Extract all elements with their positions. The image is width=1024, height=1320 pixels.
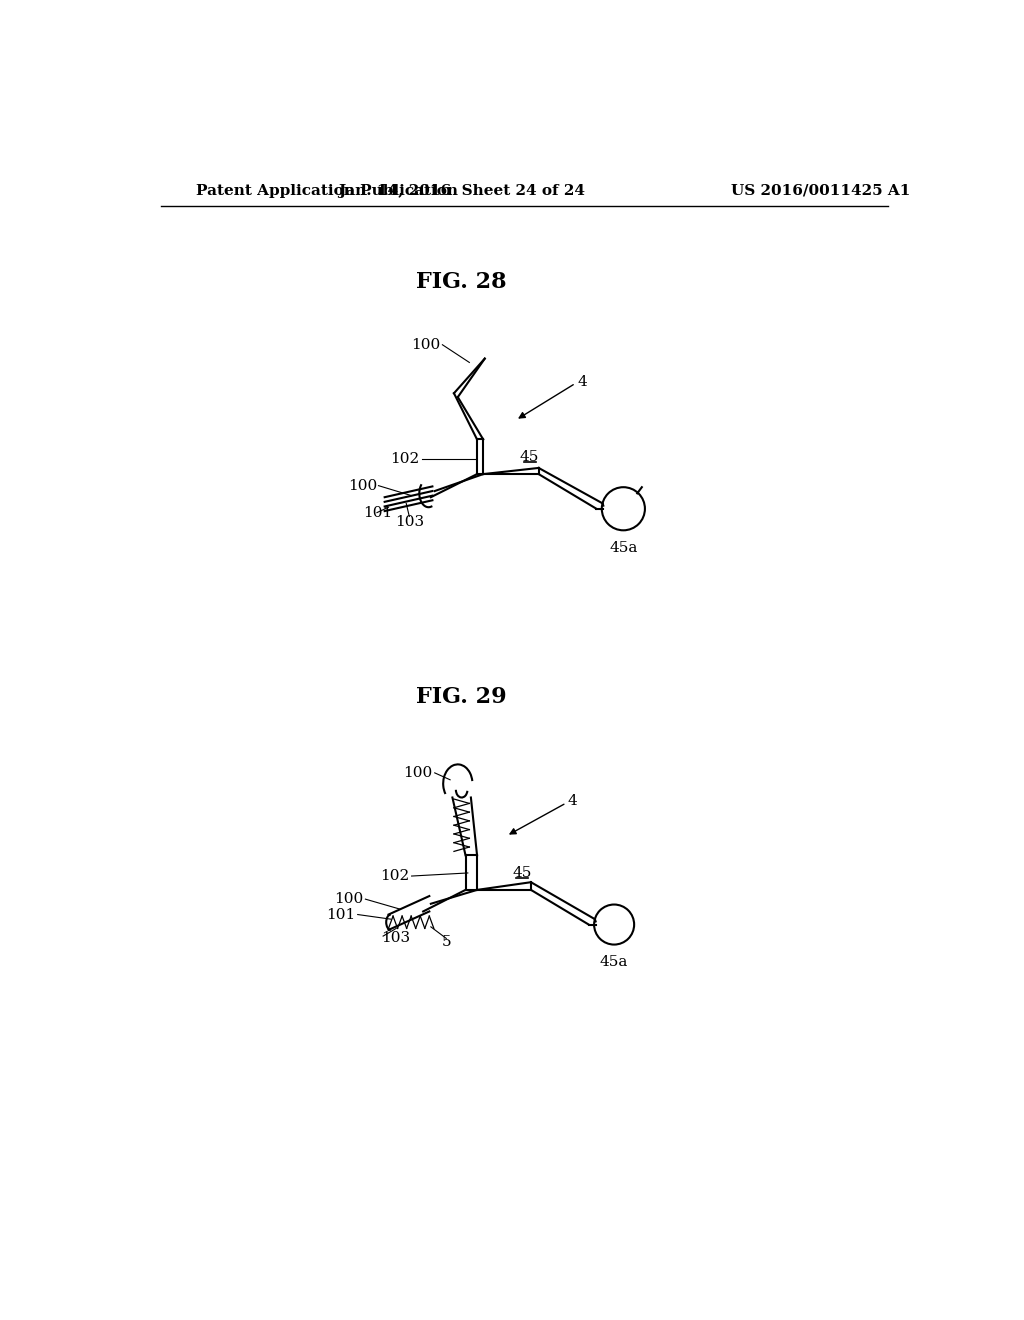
Text: 45a: 45a	[600, 956, 629, 969]
Text: 100: 100	[403, 766, 432, 780]
Text: 45: 45	[520, 450, 539, 465]
Text: 45: 45	[512, 866, 531, 880]
Text: FIG. 29: FIG. 29	[417, 686, 507, 709]
Text: US 2016/0011425 A1: US 2016/0011425 A1	[731, 183, 910, 198]
Text: 102: 102	[390, 451, 419, 466]
Text: 100: 100	[411, 338, 440, 351]
Text: 103: 103	[394, 515, 424, 529]
Text: FIG. 28: FIG. 28	[417, 271, 507, 293]
Text: 100: 100	[348, 479, 377, 492]
Text: 5: 5	[441, 936, 452, 949]
Text: 103: 103	[381, 931, 410, 945]
Text: 100: 100	[334, 892, 364, 906]
Text: 101: 101	[364, 506, 392, 520]
Text: 45a: 45a	[609, 541, 638, 556]
Text: 4: 4	[568, 795, 578, 808]
Text: Patent Application Publication: Patent Application Publication	[196, 183, 458, 198]
Text: Jan. 14, 2016  Sheet 24 of 24: Jan. 14, 2016 Sheet 24 of 24	[338, 183, 585, 198]
Text: 102: 102	[380, 869, 410, 883]
Text: 101: 101	[327, 908, 355, 921]
Text: 4: 4	[578, 375, 587, 388]
